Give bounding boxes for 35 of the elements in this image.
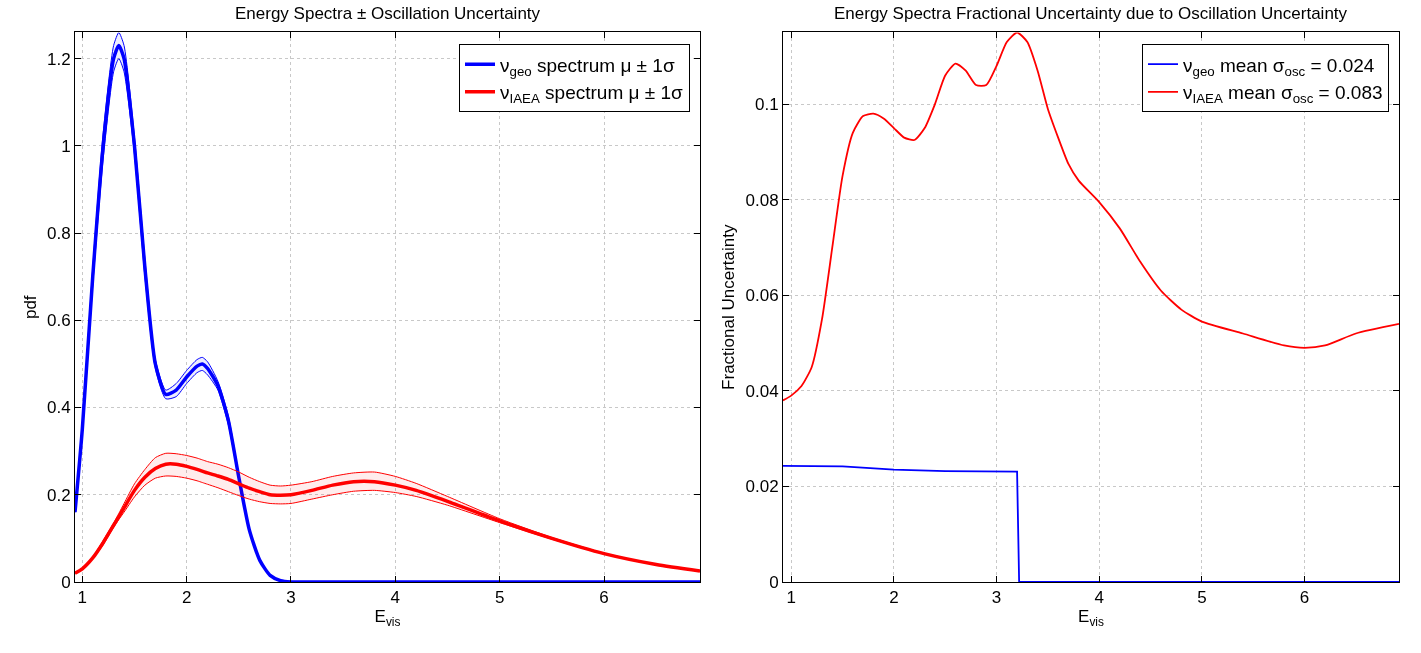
y-tick-label: 0.1 xyxy=(754,95,779,115)
x-tick-label: 6 xyxy=(599,588,609,608)
x-axis-title: E$_{vis}$ xyxy=(1078,607,1104,629)
x-tick-label: 5 xyxy=(494,588,505,608)
y-axis-title: Fractional Uncertainty xyxy=(719,224,739,390)
y-tick-label: 0.2 xyxy=(46,485,71,505)
chart-title: Energy Spectra Fractional Uncertainty due to Oscillation Uncertainty xyxy=(834,4,1348,23)
x-tick-label: 2 xyxy=(181,588,192,608)
y-tick-label: 0.06 xyxy=(745,286,779,306)
legend-label: ν$_{geo}$ mean σ$_{osc}$ = 0.024 xyxy=(1183,54,1375,79)
legend-label: ν$_{geo}$ spectrum μ ± 1σ xyxy=(500,54,675,79)
x-tick-label: 3 xyxy=(286,588,296,608)
y-tick-label: 0.4 xyxy=(46,398,71,418)
y-tick-label: 1.2 xyxy=(46,49,71,69)
x-tick-label: 6 xyxy=(1299,588,1310,608)
x-tick-label: 2 xyxy=(889,588,899,608)
x-tick-label: 5 xyxy=(1197,588,1207,608)
x-tick-label: 4 xyxy=(1094,588,1104,608)
y-tick-label: 0.08 xyxy=(745,190,779,210)
x-tick-label: 1 xyxy=(786,588,796,608)
x-axis-title: E$_{vis}$ xyxy=(374,607,401,629)
y-tick-label: 0.02 xyxy=(745,477,779,497)
x-tick-label: 3 xyxy=(991,588,1002,608)
x-tick-label: 4 xyxy=(390,588,401,608)
y-tick-label: 0.04 xyxy=(745,381,779,401)
legend-label: ν$_{IAEA}$ mean σ$_{osc}$ = 0.083 xyxy=(1183,82,1383,107)
y-tick-label: 0.8 xyxy=(46,224,71,244)
y-tick-label: 0 xyxy=(769,572,779,592)
y-tick-label: 0 xyxy=(61,572,71,592)
y-axis-title: pdf xyxy=(20,295,40,320)
legend-label: ν$_{IAEA}$ spectrum μ ± 1σ xyxy=(500,82,683,107)
y-tick-label: 0.6 xyxy=(46,311,71,331)
y-tick-label: 1 xyxy=(61,136,71,156)
x-tick-label: 1 xyxy=(77,588,88,608)
chart-title: Energy Spectra ± Oscillation Uncertainty xyxy=(235,4,541,23)
